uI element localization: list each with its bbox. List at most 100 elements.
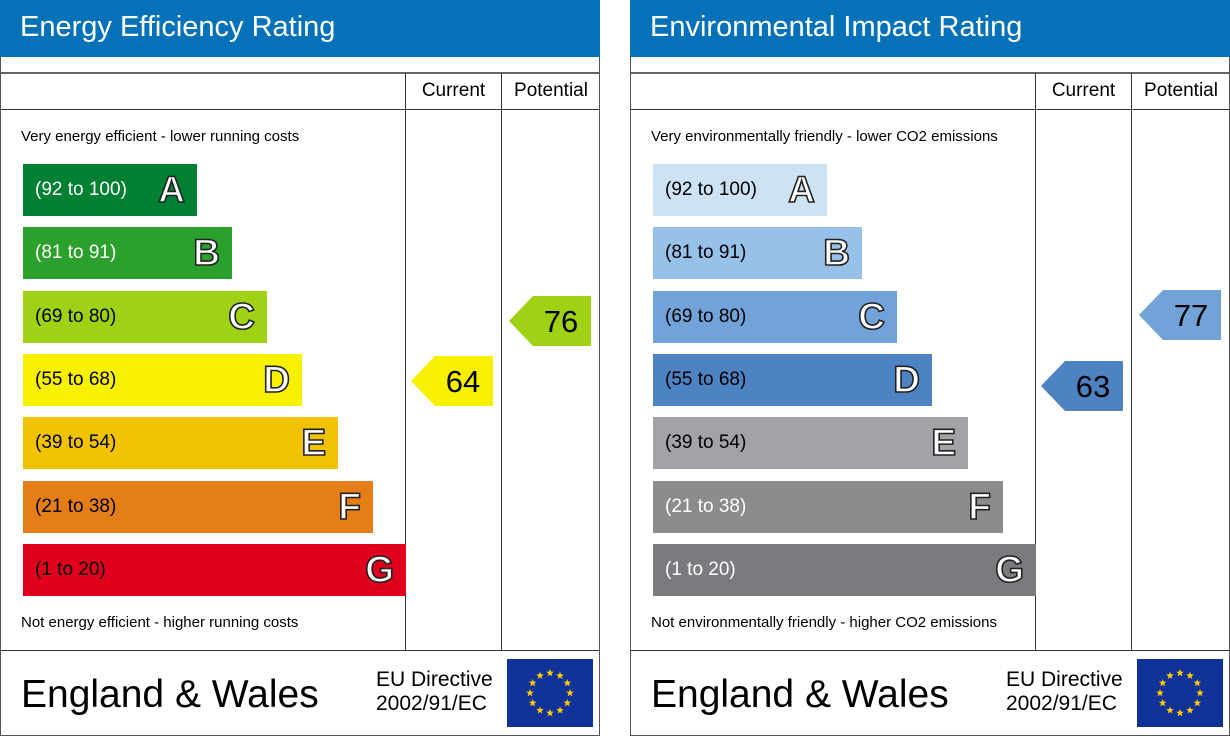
rating-bar-a: (92 to 100) A <box>23 164 197 216</box>
rating-bar-g: (1 to 20) G <box>23 543 406 596</box>
band-letter: E <box>931 421 957 464</box>
eu-star-icon <box>1176 709 1184 717</box>
arrow-shape <box>509 296 591 346</box>
band-letter: D <box>892 358 920 401</box>
rating-bar-c: (69 to 80) C <box>653 290 897 343</box>
band-letter: B <box>192 231 220 274</box>
band-range: (1 to 20) <box>35 558 106 580</box>
current-rating-arrow: 64 <box>411 356 493 406</box>
potential-rating-value: 77 <box>1173 298 1209 333</box>
eu-star-icon <box>1166 706 1174 714</box>
band-range: (55 to 68) <box>665 368 747 390</box>
divider <box>1 650 599 651</box>
band-range: (21 to 38) <box>35 495 117 517</box>
rating-bar-d: (55 to 68) D <box>653 353 932 406</box>
column-divider <box>501 73 502 651</box>
eu-star-icon <box>1193 679 1202 687</box>
band-letter: E <box>301 421 327 464</box>
rating-bar-b: (81 to 91) B <box>653 227 862 280</box>
band-letter: D <box>262 358 290 401</box>
column-divider <box>405 73 406 651</box>
footer-directive: EU Directive 2002/91/EC <box>376 668 493 716</box>
eu-star-icon <box>1196 689 1204 697</box>
divider <box>631 109 1229 110</box>
band-range: (69 to 80) <box>665 305 747 327</box>
band-letter: F <box>338 485 362 528</box>
eu-flag-icon <box>1137 659 1223 727</box>
eu-star-icon <box>563 699 572 707</box>
rating-bar-c: (69 to 80) C <box>23 290 267 343</box>
arrow-shape <box>1041 361 1123 411</box>
potential-rating-arrow: 77 <box>1139 290 1221 340</box>
eu-star-icon <box>566 689 574 697</box>
rating-bar-e: (39 to 54) E <box>23 417 338 470</box>
eu-star-icon <box>1158 699 1167 707</box>
rating-bar-a: (92 to 100) A <box>653 164 827 216</box>
divider <box>631 650 1229 651</box>
eu-star-icon <box>1186 671 1194 679</box>
band-range: (92 to 100) <box>665 179 757 200</box>
band-letter: G <box>364 548 394 591</box>
panel-title: Environmental Impact Rating <box>650 11 1023 43</box>
current-rating-arrow: 63 <box>1041 361 1123 411</box>
divider <box>1 109 599 110</box>
rating-bar-g: (1 to 20) G <box>653 543 1036 596</box>
footer-directive: EU Directive 2002/91/EC <box>1006 668 1123 716</box>
divider <box>631 72 1229 74</box>
band-range: (55 to 68) <box>35 368 117 390</box>
eu-star-icon <box>556 671 564 679</box>
directive-line-1: EU Directive <box>376 668 493 691</box>
rating-bar-f: (21 to 38) F <box>23 480 373 533</box>
divider <box>1 72 599 74</box>
band-range: (69 to 80) <box>35 305 117 327</box>
band-range: (92 to 100) <box>35 179 127 200</box>
directive-line-1: EU Directive <box>1006 668 1123 691</box>
column-divider <box>1131 73 1132 651</box>
eu-star-icon <box>536 706 544 714</box>
band-letter: G <box>994 548 1024 591</box>
column-header-potential: Potential <box>1144 80 1218 101</box>
band-letter: F <box>968 485 992 528</box>
energy-efficiency-panel: Energy Efficiency Rating Current Potenti… <box>0 0 600 736</box>
arrow-shape <box>1139 290 1221 340</box>
eu-star-icon <box>528 679 537 687</box>
column-header-potential: Potential <box>514 80 588 101</box>
column-header-current: Current <box>421 80 486 101</box>
band-letter: C <box>857 295 885 338</box>
band-letter: A <box>787 168 815 211</box>
footer-country: England & Wales <box>651 673 949 716</box>
rating-bar-b: (81 to 91) B <box>23 227 232 280</box>
directive-line-2: 2002/91/EC <box>1006 692 1117 715</box>
current-rating-value: 63 <box>1075 369 1111 404</box>
eu-star-icon <box>546 669 554 677</box>
rating-bar-e: (39 to 54) E <box>653 417 968 470</box>
band-letter: C <box>227 295 255 338</box>
band-range: (81 to 91) <box>35 242 117 264</box>
bottom-caption: Not environmentally friendly - higher CO… <box>651 614 997 631</box>
eu-star-icon <box>1176 669 1184 677</box>
arrow-shape <box>411 356 493 406</box>
column-header-current: Current <box>1051 80 1116 101</box>
eu-flag-icon <box>507 659 593 727</box>
band-range: (39 to 54) <box>35 432 117 454</box>
potential-rating-value: 76 <box>543 304 579 339</box>
band-letter: B <box>822 231 850 274</box>
panel-header: Energy Efficiency Rating <box>0 0 600 57</box>
eu-star-icon <box>1158 679 1167 687</box>
top-caption: Very energy efficient - lower running co… <box>21 128 300 145</box>
rating-bar-f: (21 to 38) F <box>653 480 1003 533</box>
footer-country: England & Wales <box>21 673 319 716</box>
column-divider <box>1035 73 1036 651</box>
eu-star-icon <box>546 709 554 717</box>
environmental-impact-panel: Environmental Impact Rating Current Pote… <box>630 0 1230 736</box>
band-range: (81 to 91) <box>665 242 747 264</box>
directive-line-2: 2002/91/EC <box>376 692 487 715</box>
panel-title: Energy Efficiency Rating <box>20 11 336 43</box>
band-range: (1 to 20) <box>665 558 736 580</box>
band-range: (21 to 38) <box>665 495 747 517</box>
eu-star-icon <box>563 679 572 687</box>
eu-star-icon <box>526 689 534 697</box>
band-letter: A <box>157 168 185 211</box>
top-caption: Very environmentally friendly - lower CO… <box>651 128 998 145</box>
eu-star-icon <box>1193 699 1202 707</box>
